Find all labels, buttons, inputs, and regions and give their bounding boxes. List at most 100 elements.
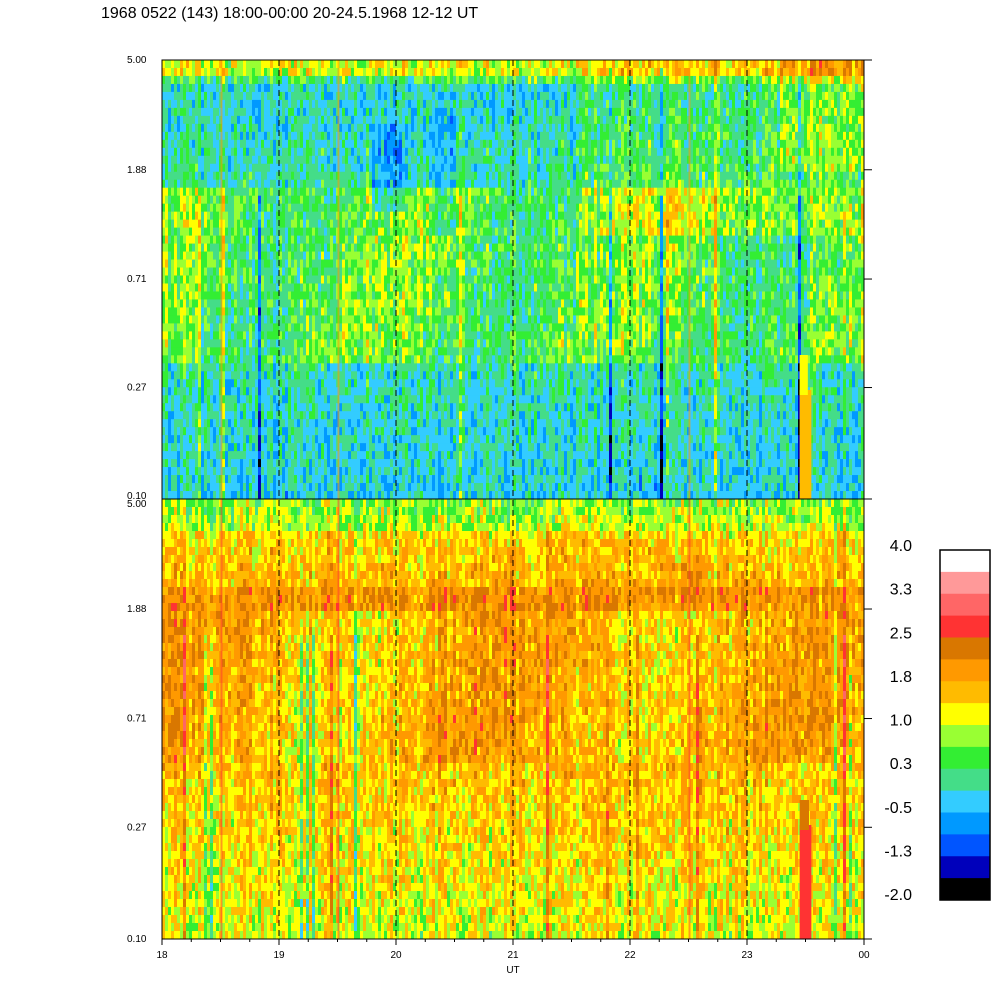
heatmap-cell: [258, 419, 262, 428]
heatmap-cell: [282, 195, 286, 205]
heatmap-cell: [237, 179, 241, 189]
heatmap-cell: [309, 99, 313, 109]
heatmap-cell: [222, 155, 226, 165]
heatmap-cell: [225, 323, 229, 332]
heatmap-cell: [165, 307, 169, 317]
heatmap-cell: [213, 187, 217, 197]
heatmap-cell: [339, 91, 343, 101]
heatmap-cell: [282, 211, 286, 221]
heatmap-cell: [195, 251, 199, 261]
heatmap-cell: [333, 235, 337, 245]
heatmap-cell: [318, 60, 322, 69]
heatmap-cell: [339, 75, 343, 85]
heatmap-cell: [366, 227, 370, 237]
heatmap-cell: [363, 443, 367, 452]
heatmap-cell: [222, 219, 226, 229]
heatmap-cell: [225, 483, 229, 492]
heatmap-cell: [315, 131, 319, 141]
heatmap-cell: [282, 99, 286, 109]
heatmap-cell: [273, 251, 277, 261]
heatmap-cell: [324, 427, 328, 436]
heatmap-cell: [246, 347, 250, 356]
heatmap-cell: [180, 435, 184, 444]
heatmap-cell: [243, 291, 247, 301]
heatmap-cell: [207, 99, 211, 109]
heatmap-cell: [249, 251, 253, 261]
heatmap-cell: [246, 243, 250, 253]
heatmap-cell: [204, 315, 208, 324]
heatmap-cell: [228, 219, 232, 229]
heatmap-cell: [306, 235, 310, 245]
heatmap-cell: [267, 60, 271, 69]
heatmap-cell: [228, 419, 232, 428]
heatmap-cell: [342, 91, 346, 101]
heatmap-cell: [174, 163, 178, 173]
heatmap-cell: [330, 467, 334, 476]
heatmap-cell: [342, 379, 346, 388]
heatmap-cell: [297, 171, 301, 181]
heatmap-cell: [312, 259, 316, 269]
heatmap-cell: [228, 235, 232, 245]
heatmap-cell: [183, 475, 187, 484]
heatmap-cell: [306, 395, 310, 404]
heatmap-cell: [177, 171, 181, 181]
heatmap-cell: [231, 99, 235, 109]
heatmap-cell: [165, 387, 169, 396]
heatmap-cell: [324, 275, 328, 285]
heatmap-cell: [327, 75, 331, 85]
heatmap-cell: [231, 347, 235, 356]
heatmap-cell: [183, 75, 187, 85]
heatmap-cell: [315, 123, 319, 133]
heatmap-cell: [303, 195, 307, 205]
heatmap-cell: [285, 395, 289, 404]
heatmap-cell: [237, 99, 241, 109]
heatmap-cell: [222, 323, 226, 332]
heatmap-cell: [189, 283, 193, 293]
heatmap-cell: [348, 299, 352, 309]
heatmap-cell: [201, 147, 205, 157]
heatmap-cell: [291, 131, 295, 141]
heatmap-cell: [321, 187, 325, 197]
heatmap-cell: [189, 219, 193, 229]
heatmap-cell: [294, 211, 298, 221]
heatmap-cell: [207, 163, 211, 173]
heatmap-cell: [213, 451, 217, 460]
heatmap-cell: [216, 99, 220, 109]
heatmap-cell: [174, 235, 178, 245]
heatmap-cell: [162, 371, 166, 380]
heatmap-cell: [264, 387, 268, 396]
heatmap-cell: [330, 379, 334, 388]
heatmap-cell: [270, 227, 274, 237]
heatmap-cell: [306, 195, 310, 205]
heatmap-cell: [345, 371, 349, 380]
heatmap-cell: [273, 83, 277, 93]
heatmap-cell: [303, 491, 307, 499]
heatmap-cell: [165, 195, 169, 205]
heatmap-cell: [180, 211, 184, 221]
heatmap-cell: [276, 371, 280, 380]
heatmap-cell: [306, 467, 310, 476]
heatmap-cell: [231, 379, 235, 388]
heatmap-cell: [330, 339, 334, 348]
heatmap-cell: [351, 60, 355, 69]
heatmap-cell: [318, 179, 322, 189]
heatmap-cell: [252, 163, 256, 173]
heatmap-cell: [171, 355, 175, 364]
heatmap-cell: [198, 211, 202, 221]
heatmap-cell: [357, 323, 361, 332]
heatmap-cell: [345, 235, 349, 245]
heatmap-cell: [162, 403, 166, 412]
heatmap-cell: [261, 259, 265, 269]
heatmap-cell: [192, 323, 196, 332]
heatmap-cell: [324, 387, 328, 396]
heatmap-cell: [333, 227, 337, 237]
heatmap-cell: [210, 427, 214, 436]
heatmap-cell: [306, 435, 310, 444]
heatmap-cell: [276, 427, 280, 436]
heatmap-cell: [237, 363, 241, 372]
heatmap-cell: [279, 67, 283, 77]
heatmap-cell: [192, 275, 196, 285]
heatmap-cell: [183, 147, 187, 157]
heatmap-cell: [357, 203, 361, 213]
heatmap-cell: [255, 139, 259, 149]
